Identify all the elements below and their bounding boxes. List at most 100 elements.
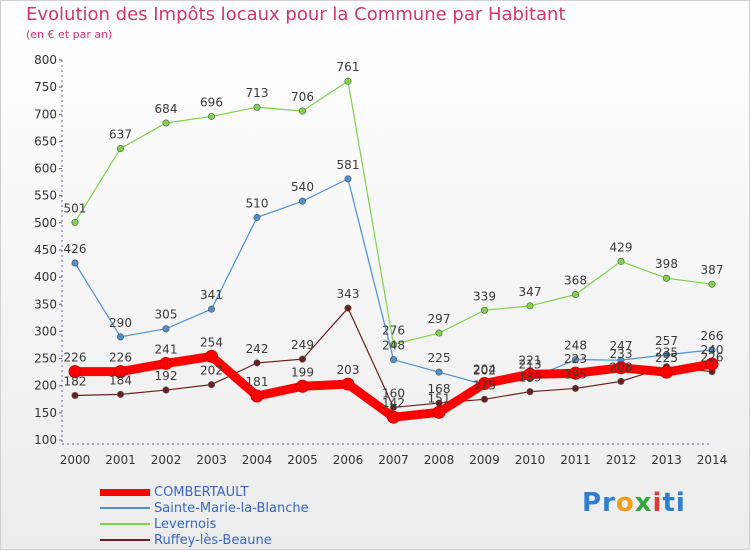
data-label: 501 xyxy=(64,201,87,215)
data-label: 706 xyxy=(291,90,314,104)
data-label: 175 xyxy=(473,378,496,392)
x-tick-label: 2000 xyxy=(60,453,91,467)
legend-item-levernois[interactable]: Levernois xyxy=(100,517,400,533)
data-label: 225 xyxy=(655,351,678,365)
data-label: 761 xyxy=(337,60,360,74)
data-point xyxy=(205,349,218,363)
data-label: 233 xyxy=(610,347,633,361)
x-axis-tick-labels: 2000 2001 2002 2003 2004 2005 2006 2007 2008 2009… xyxy=(60,453,728,467)
data-label: 202 xyxy=(473,364,496,378)
y-tick-label: 250 xyxy=(34,352,57,366)
legend-label-levernois: Levernois xyxy=(154,517,217,532)
data-point xyxy=(208,381,216,389)
data-label: 240 xyxy=(701,343,724,357)
data-label: 204 xyxy=(473,363,496,377)
data-point xyxy=(435,329,443,337)
data-label: 581 xyxy=(337,158,360,172)
legend-label-sainte-marie: Sainte-Marie-la-Blanche xyxy=(154,501,309,516)
data-label: 221 xyxy=(519,353,542,367)
x-tick-label: 2007 xyxy=(378,453,409,467)
data-point xyxy=(71,259,79,267)
data-point xyxy=(662,274,670,282)
data-label: 213 xyxy=(519,358,542,372)
chart-title: Evolution des Impôts locaux pour la Comm… xyxy=(26,4,566,25)
legend-swatch-sainte-marie xyxy=(100,507,150,509)
x-tick-label: 2012 xyxy=(606,453,637,467)
x-tick-label: 2011 xyxy=(560,453,591,467)
data-label: 696 xyxy=(200,95,223,109)
y-axis-tick-labels: 100 150 200 250 300 350 400 450 500 550 600 650 700 7… xyxy=(34,53,62,447)
data-label: 225 xyxy=(428,351,451,365)
y-tick-label: 100 xyxy=(34,433,57,447)
chart-subtitle: (en € et par an) xyxy=(26,28,113,41)
data-label: 339 xyxy=(473,289,496,303)
data-label: 226 xyxy=(701,351,724,365)
x-tick-label: 2013 xyxy=(651,453,682,467)
data-point xyxy=(296,379,309,393)
data-label: 290 xyxy=(109,316,132,330)
data-label: 142 xyxy=(382,396,405,410)
legend-label-ruffey: Ruffey-lès-Beaune xyxy=(154,533,272,548)
data-point xyxy=(389,403,397,411)
data-label: 347 xyxy=(519,285,542,299)
data-point xyxy=(253,359,261,367)
legend-swatch-combertault xyxy=(100,489,150,496)
data-label: 266 xyxy=(701,329,724,343)
data-label: 182 xyxy=(64,374,87,388)
legend-swatch-ruffey xyxy=(100,539,150,541)
data-point xyxy=(344,304,352,312)
data-point xyxy=(253,103,261,111)
data-point xyxy=(162,386,170,394)
data-point xyxy=(662,351,670,359)
data-label: 199 xyxy=(291,365,314,379)
data-label: 387 xyxy=(701,263,724,277)
data-point xyxy=(68,365,82,379)
data-label: 540 xyxy=(291,180,314,194)
data-point xyxy=(159,356,173,370)
y-tick-label: 150 xyxy=(34,406,57,420)
x-tick-label: 2005 xyxy=(287,453,318,467)
data-point xyxy=(708,346,716,354)
series-layer xyxy=(68,77,719,424)
data-point xyxy=(480,306,488,314)
data-point xyxy=(344,77,352,85)
data-label: 368 xyxy=(564,274,587,288)
y-tick-label: 450 xyxy=(34,243,57,257)
data-point xyxy=(480,395,488,403)
proxiti-logo: Proxiti xyxy=(582,488,686,518)
data-point xyxy=(571,356,579,364)
legend-item-combertault[interactable]: COMBERTAULT xyxy=(100,485,400,501)
data-point xyxy=(705,357,719,371)
legend-item-ruffey[interactable]: Ruffey-lès-Beaune xyxy=(100,533,400,549)
data-label: 248 xyxy=(382,339,405,353)
data-label: 713 xyxy=(246,86,269,100)
data-point xyxy=(571,291,579,299)
y-tick-label: 800 xyxy=(34,53,57,67)
data-label: 305 xyxy=(155,308,178,322)
data-point xyxy=(162,119,170,127)
series-line-2 xyxy=(74,80,713,346)
data-point xyxy=(526,302,534,310)
data-point xyxy=(389,356,397,364)
y-tick-label: 350 xyxy=(34,297,57,311)
data-point xyxy=(389,340,397,348)
data-label: 202 xyxy=(200,364,223,378)
data-label: 226 xyxy=(109,351,132,365)
data-label: 189 xyxy=(519,371,542,385)
legend-item-sainte-marie[interactable]: Sainte-Marie-la-Blanche xyxy=(100,501,400,517)
data-label: 192 xyxy=(155,369,178,383)
y-tick-label: 550 xyxy=(34,189,57,203)
x-tick-label: 2009 xyxy=(469,453,500,467)
data-point xyxy=(526,388,534,396)
data-label: 208 xyxy=(610,360,633,374)
data-label: 249 xyxy=(291,338,314,352)
data-point xyxy=(208,112,216,120)
data-label: 241 xyxy=(155,342,178,356)
x-tick-label: 2008 xyxy=(424,453,455,467)
y-tick-label: 750 xyxy=(34,80,57,94)
y-tick-label: 200 xyxy=(34,379,57,393)
y-tick-label: 700 xyxy=(34,107,57,121)
data-label: 510 xyxy=(246,196,269,210)
